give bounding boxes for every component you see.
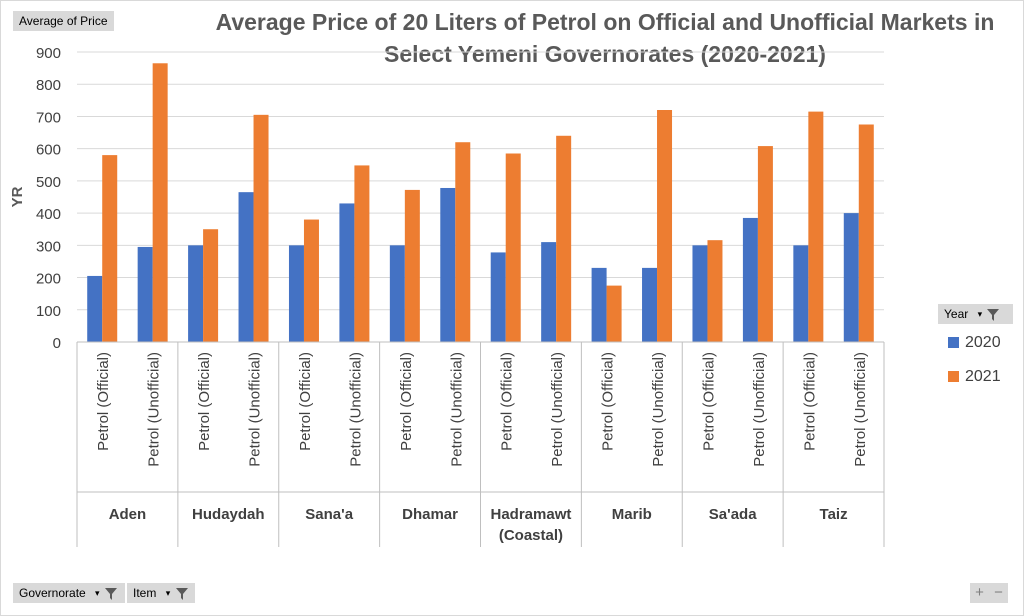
bar-2020: [541, 242, 557, 342]
y-tick-label: 900: [36, 45, 61, 62]
item-filter-button[interactable]: Item ▾: [127, 583, 195, 603]
bar-2021: [505, 153, 521, 342]
zoom-controls: + −: [970, 583, 1008, 603]
bar-2021: [556, 135, 572, 342]
bar-2020: [339, 203, 355, 342]
item-tick-label: Petrol (Unofficial): [247, 352, 264, 467]
y-tick-label: 800: [36, 77, 61, 94]
bar-2021: [404, 189, 420, 342]
item-tick-label: Petrol (Official): [398, 352, 415, 451]
legend-swatch-2021: [948, 371, 959, 383]
item-tick-label: Petrol (Official): [600, 352, 617, 451]
bar-2021: [657, 110, 673, 342]
bar-2020: [440, 187, 456, 342]
bar-2020: [87, 275, 103, 342]
group-tick-label: Aden: [109, 506, 147, 523]
year-filter-button[interactable]: Year ▾: [938, 304, 1013, 324]
collapse-button[interactable]: −: [994, 584, 1003, 601]
group-tick-label: Taiz: [820, 506, 848, 523]
legend-label-2021: 2021: [965, 368, 1001, 385]
item-tick-label: Petrol (Unofficial): [549, 352, 566, 467]
expand-button[interactable]: +: [975, 584, 984, 601]
bar-2020: [288, 245, 304, 342]
bar-2020: [238, 192, 254, 342]
item-tick-label: Petrol (Official): [297, 352, 314, 451]
y-tick-label: 200: [36, 271, 61, 288]
value-field-button[interactable]: Average of Price: [13, 11, 114, 31]
bar-2020: [490, 252, 506, 342]
year-filter-label: Year: [944, 307, 969, 321]
item-tick-label: Petrol (Official): [95, 352, 112, 451]
item-tick-label: Petrol (Unofficial): [146, 352, 163, 467]
group-tick-label: Marib: [612, 506, 652, 523]
bar-2021: [303, 219, 319, 342]
bar-2020: [793, 245, 809, 342]
y-tick-label: 400: [36, 206, 61, 223]
dropdown-arrow-icon: ▾: [95, 588, 100, 598]
y-tick-label: 700: [36, 109, 61, 126]
item-tick-label: Petrol (Unofficial): [347, 352, 364, 467]
value-field-label: Average of Price: [19, 14, 108, 28]
group-tick-label: Dhamar: [402, 506, 458, 523]
item-filter-label: Item: [133, 586, 157, 600]
item-tick-label: Petrol (Unofficial): [448, 352, 465, 467]
chart-title-line-1: Average Price of 20 Liters of Petrol on …: [215, 9, 995, 35]
bar-2021: [152, 63, 168, 343]
item-tick-label: Petrol (Unofficial): [650, 352, 667, 467]
y-axis-title: YR: [9, 186, 26, 207]
legend-item-2020[interactable]: 2020: [948, 334, 1001, 352]
governorate-filter-button[interactable]: Governorate ▾: [13, 583, 125, 603]
dropdown-arrow-icon: ▾: [977, 309, 983, 319]
bar-2021: [707, 240, 723, 342]
legend-swatch-2020: [948, 337, 959, 349]
bar-2021: [808, 111, 824, 342]
bar-2020: [188, 245, 204, 342]
group-tick-label: Sa'ada: [709, 506, 757, 523]
legend-item-2021[interactable]: 2021: [948, 368, 1001, 386]
item-tick-label: Petrol (Official): [801, 352, 818, 451]
bar-2021: [858, 124, 874, 342]
filter-icon: [987, 308, 1000, 321]
bar-2021: [203, 229, 219, 342]
bar-2021: [354, 165, 370, 342]
filter-icon: [104, 587, 117, 600]
y-tick-label: 300: [36, 238, 61, 255]
group-tick-label: (Coastal): [499, 527, 563, 544]
bar-2020: [742, 217, 758, 342]
bar-2021: [455, 142, 471, 342]
group-tick-label: Sana'a: [305, 506, 353, 523]
filter-icon: [175, 587, 188, 600]
bar-2021: [102, 155, 118, 342]
chart-title-line-2: Select Yemeni Governorates (2020-2021): [384, 41, 826, 67]
bar-2021: [757, 146, 773, 342]
group-tick-label: Hudaydah: [192, 506, 265, 523]
bar-2020: [843, 213, 859, 342]
y-tick-label: 600: [36, 142, 61, 159]
bar-2020: [137, 246, 153, 342]
item-tick-label: Petrol (Unofficial): [751, 352, 768, 467]
bar-2021: [606, 285, 622, 342]
governorate-filter-label: Governorate: [19, 586, 86, 600]
item-tick-label: Petrol (Official): [700, 352, 717, 451]
legend-label-2020: 2020: [965, 334, 1001, 351]
bar-2020: [692, 245, 708, 342]
chart-title: Average Price of 20 Liters of Petrol on …: [200, 6, 1010, 70]
item-tick-label: Petrol (Official): [196, 352, 213, 451]
bar-2020: [591, 267, 607, 342]
bar-2021: [253, 114, 269, 342]
item-tick-label: Petrol (Unofficial): [852, 352, 869, 467]
dropdown-arrow-icon: ▾: [165, 588, 171, 598]
group-tick-label: Hadramawt: [491, 506, 572, 523]
item-tick-label: Petrol (Official): [499, 352, 516, 451]
bar-2020: [642, 267, 658, 342]
y-tick-label: 0: [53, 335, 61, 352]
y-tick-label: 100: [36, 303, 61, 320]
bar-2020: [389, 245, 405, 342]
y-tick-label: 500: [36, 174, 61, 191]
